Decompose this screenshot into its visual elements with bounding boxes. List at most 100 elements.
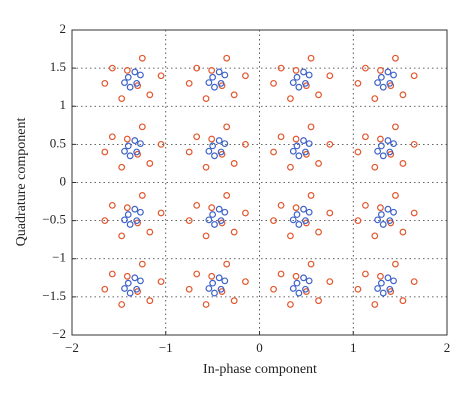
- point: [377, 135, 384, 143]
- point: [354, 148, 362, 156]
- point: [124, 279, 132, 287]
- point: [292, 135, 300, 143]
- point: [292, 272, 300, 280]
- point: [384, 205, 392, 213]
- point: [223, 260, 231, 268]
- point: [230, 228, 238, 236]
- y-tick-label: 0: [60, 173, 67, 188]
- point: [118, 232, 126, 240]
- point: [146, 228, 154, 236]
- point: [126, 221, 134, 228]
- point: [410, 72, 418, 80]
- point: [289, 79, 297, 87]
- point: [126, 83, 134, 91]
- point: [307, 123, 315, 131]
- point: [193, 133, 201, 141]
- point: [221, 71, 229, 79]
- point: [371, 163, 379, 171]
- point: [377, 272, 384, 280]
- point: [374, 79, 382, 87]
- point: [277, 133, 285, 141]
- point: [208, 272, 216, 280]
- point: [217, 217, 225, 225]
- point: [131, 205, 139, 213]
- y-tick-label: 1.5: [50, 59, 66, 74]
- point: [392, 123, 399, 131]
- point: [362, 133, 369, 141]
- point: [315, 91, 322, 99]
- point: [377, 279, 385, 287]
- point: [293, 73, 301, 81]
- point: [230, 160, 238, 167]
- point: [326, 209, 334, 217]
- point: [295, 152, 303, 160]
- point: [230, 297, 238, 305]
- point: [211, 152, 218, 160]
- point: [384, 68, 392, 76]
- point: [399, 228, 407, 236]
- x-tick-label: 2: [444, 340, 451, 355]
- point: [390, 277, 397, 285]
- point: [354, 79, 362, 87]
- point: [377, 73, 385, 81]
- point: [211, 83, 218, 91]
- point: [205, 285, 213, 292]
- x-tick-label: −2: [65, 340, 79, 355]
- point: [302, 285, 309, 293]
- point: [307, 260, 315, 268]
- point: [126, 289, 134, 297]
- point: [295, 289, 303, 297]
- point: [221, 140, 229, 148]
- point: [157, 278, 165, 286]
- point: [315, 297, 322, 305]
- point: [371, 301, 379, 308]
- point: [123, 272, 131, 280]
- x-tick-label: −1: [159, 340, 173, 355]
- point: [326, 278, 334, 286]
- point: [101, 285, 109, 293]
- y-tick-label: −1.5: [42, 288, 66, 303]
- point: [390, 140, 397, 148]
- point: [121, 285, 128, 292]
- point: [124, 142, 132, 150]
- point: [386, 79, 394, 87]
- point: [410, 278, 418, 286]
- point: [300, 68, 307, 76]
- point: [138, 260, 146, 268]
- point: [379, 289, 387, 297]
- point: [185, 285, 193, 293]
- y-tick-label: 0.5: [50, 135, 66, 150]
- point: [223, 192, 231, 199]
- point: [362, 201, 369, 209]
- point: [205, 216, 213, 224]
- point: [371, 95, 379, 103]
- point: [215, 274, 223, 282]
- point: [377, 211, 385, 218]
- point: [230, 91, 238, 99]
- point: [390, 208, 397, 216]
- point: [193, 64, 201, 72]
- point: [305, 71, 313, 79]
- point: [354, 217, 362, 225]
- point: [185, 148, 193, 156]
- point: [374, 147, 382, 155]
- point: [386, 285, 394, 293]
- point: [392, 260, 399, 268]
- point: [377, 67, 384, 74]
- point: [223, 123, 231, 131]
- point: [399, 160, 407, 167]
- point: [133, 285, 141, 293]
- x-tick-label: 1: [350, 340, 357, 355]
- point: [185, 217, 193, 225]
- point: [131, 68, 139, 76]
- point: [392, 192, 399, 199]
- point: [386, 217, 394, 225]
- point: [384, 274, 392, 282]
- point: [277, 201, 285, 209]
- x-axis-label: In-phase component: [203, 362, 317, 377]
- point: [293, 142, 301, 150]
- point: [124, 211, 132, 218]
- point: [379, 152, 387, 160]
- plot-frame: [71, 29, 448, 336]
